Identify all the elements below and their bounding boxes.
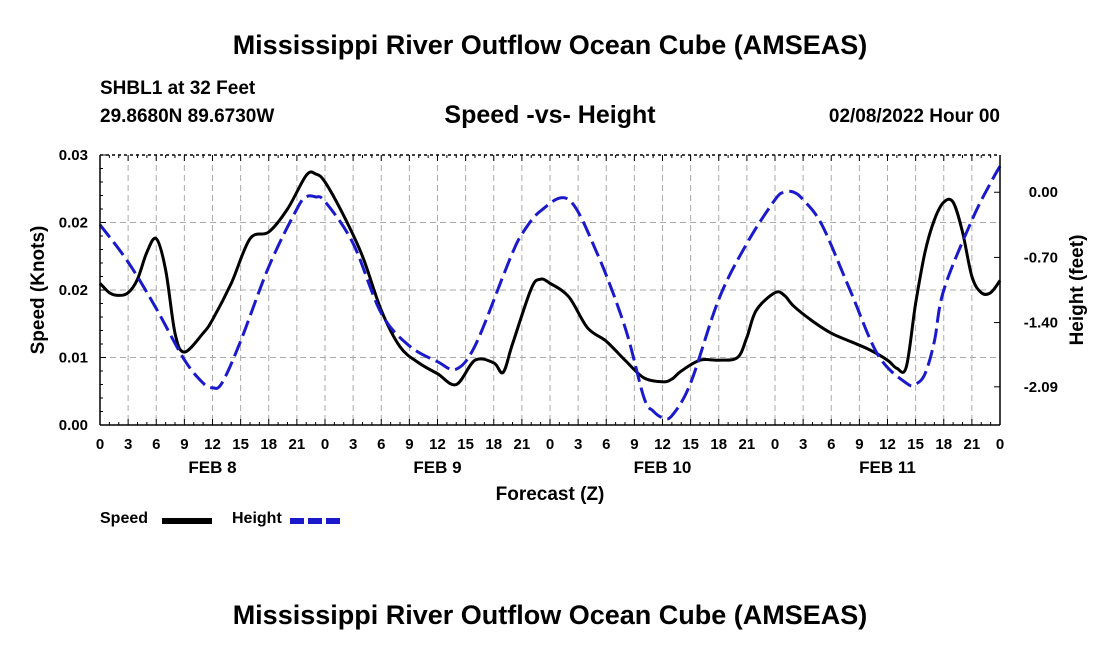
- footer-title: Mississippi River Outflow Ocean Cube (AM…: [232, 600, 868, 630]
- x-tick-label: 21: [514, 436, 531, 453]
- x-tick-label: 15: [457, 436, 474, 453]
- x-tick-label: 21: [739, 436, 756, 453]
- x-tick-label: 0: [321, 436, 329, 453]
- chart-title: Mississippi River Outflow Ocean Cube (AM…: [232, 30, 868, 60]
- x-tick-label: 0: [546, 436, 554, 453]
- x-tick-label: 6: [377, 436, 385, 453]
- legend-speed-swatch: [162, 518, 212, 524]
- x-tick-label: 18: [935, 436, 952, 453]
- coordinates-label: 29.8680N 89.6730W: [100, 106, 275, 127]
- y-right-axis-label: Height (feet): [1067, 235, 1088, 346]
- y-right-tick-label: 0.00: [1029, 184, 1058, 201]
- y-left-tick-label: 0.02: [59, 282, 88, 299]
- speed-series-line: [98, 170, 1002, 387]
- x-tick-label: 18: [260, 436, 277, 453]
- x-tick-label: 15: [682, 436, 699, 453]
- forecast-timestamp: 02/08/2022 Hour 00: [828, 106, 1000, 127]
- x-tick-label: 15: [907, 436, 924, 453]
- x-tick-label: 6: [827, 436, 835, 453]
- x-tick-label: 21: [289, 436, 306, 453]
- date-label: FEB 8: [188, 458, 236, 477]
- date-label: FEB 10: [634, 458, 692, 477]
- date-label: FEB 11: [859, 458, 916, 477]
- y-left-tick-label: 0.01: [59, 350, 88, 367]
- x-tick-label: 3: [349, 436, 357, 453]
- y-left-tick-label: 0.03: [59, 147, 88, 164]
- x-tick-label: 9: [855, 436, 863, 453]
- x-tick-label: 9: [180, 436, 188, 453]
- x-tick-label: 12: [879, 436, 896, 453]
- x-axis-label: Forecast (Z): [496, 484, 605, 505]
- y-right-tick-label: -2.09: [1024, 379, 1058, 396]
- x-tick-label: 12: [204, 436, 221, 453]
- station-label: SHBL1 at 32 Feet: [100, 78, 256, 99]
- x-tick-label: 9: [405, 436, 413, 453]
- x-tick-label: 15: [232, 436, 249, 453]
- y-right-tick-label: -1.40: [1024, 315, 1058, 332]
- y-right-tick-label: -0.70: [1024, 249, 1058, 266]
- x-tick-label: 21: [964, 436, 981, 453]
- x-tick-label: 12: [654, 436, 671, 453]
- x-tick-label: 18: [485, 436, 502, 453]
- x-tick-label: 9: [630, 436, 638, 453]
- x-tick-label: 3: [799, 436, 807, 453]
- x-tick-label: 0: [996, 436, 1004, 453]
- x-tick-label: 6: [152, 436, 160, 453]
- y-left-tick-label: 0.02: [59, 215, 88, 232]
- x-tick-label: 0: [771, 436, 779, 453]
- x-tick-label: 6: [602, 436, 610, 453]
- legend-height-label: Height: [232, 510, 282, 527]
- x-tick-label: 18: [710, 436, 727, 453]
- legend-speed-label: Speed: [100, 510, 149, 527]
- x-tick-label: 0: [96, 436, 104, 453]
- x-tick-label: 3: [124, 436, 132, 453]
- chart-subtitle: Speed -vs- Height: [444, 101, 656, 129]
- x-tick-label: 12: [429, 436, 446, 453]
- legend-height-swatch: [290, 518, 342, 524]
- x-tick-label: 3: [574, 436, 582, 453]
- y-left-axis-label: Speed (Knots): [28, 226, 49, 355]
- date-label: FEB 9: [413, 458, 461, 477]
- height-series-line: [98, 165, 1002, 421]
- y-left-tick-label: 0.00: [59, 417, 88, 434]
